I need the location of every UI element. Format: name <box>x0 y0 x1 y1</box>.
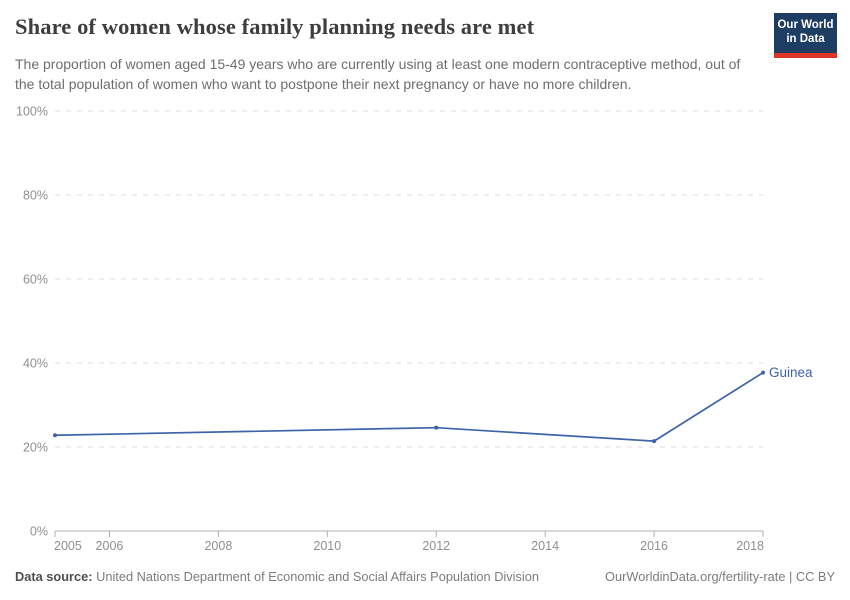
credit-link[interactable]: OurWorldinData.org/fertility-rate | CC B… <box>605 569 835 584</box>
x-tick-label: 2005 <box>54 539 82 553</box>
y-tick-label: 80% <box>23 188 48 202</box>
data-point <box>53 433 57 438</box>
data-point <box>434 425 439 430</box>
x-tick-label: 2006 <box>96 539 124 553</box>
data-source-text: United Nations Department of Economic an… <box>92 569 539 584</box>
owid-logo-line2: in Data <box>786 33 825 45</box>
owid-logo: Our World in Data <box>774 13 837 58</box>
x-tick-label: 2008 <box>204 539 232 553</box>
chart-subtitle: The proportion of women aged 15-49 years… <box>15 56 741 92</box>
y-tick-label: 40% <box>23 356 48 370</box>
data-source: Data source: United Nations Department o… <box>15 569 539 584</box>
x-tick-label: 2012 <box>422 539 450 553</box>
x-tick-label: 2018 <box>736 539 764 553</box>
x-tick-label: 2014 <box>531 539 559 553</box>
data-point <box>761 370 765 375</box>
data-line-guinea <box>54 371 764 442</box>
page-title: Share of women whose family planning nee… <box>15 14 535 39</box>
x-tick-label: 2016 <box>640 539 668 553</box>
chart-footer: Data source: United Nations Department o… <box>15 569 835 584</box>
data-source-label: Data source: <box>15 569 93 584</box>
y-tick-label: 100% <box>16 104 48 118</box>
owid-logo-line1: Our World <box>777 19 834 31</box>
series-label-guinea: Guinea <box>769 365 813 380</box>
data-point <box>652 439 657 444</box>
y-tick-label: 60% <box>23 272 48 286</box>
y-tick-label: 20% <box>23 440 48 454</box>
y-tick-label: 0% <box>30 524 48 538</box>
x-tick-label: 2010 <box>313 539 341 553</box>
